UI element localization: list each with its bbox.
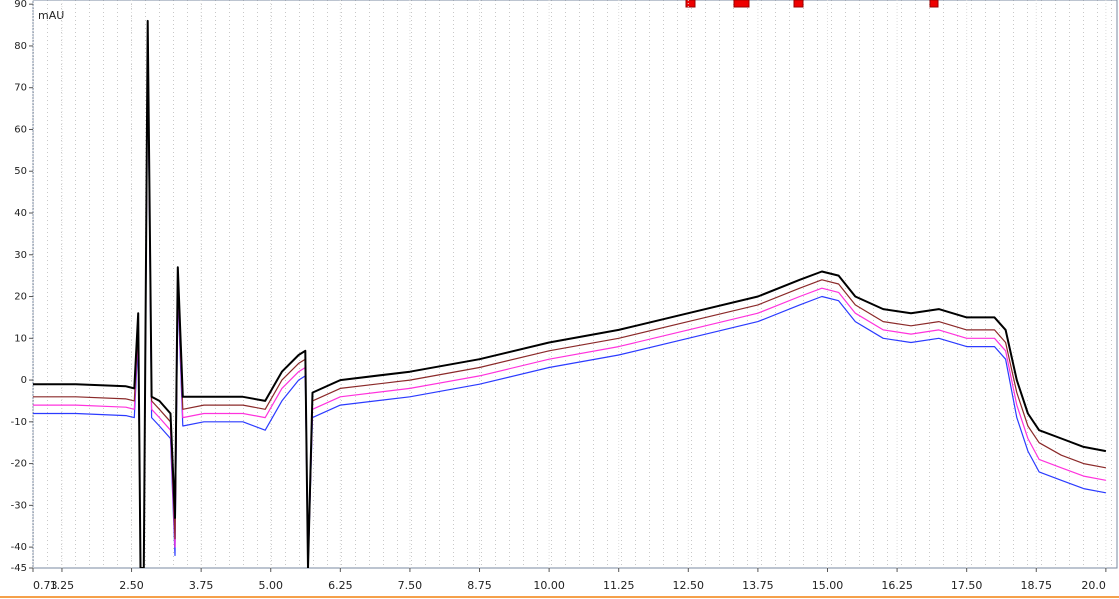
x-tick-label: 1.25	[50, 579, 75, 592]
y-tick-label: 30	[14, 250, 27, 261]
x-tick-label: 16.25	[881, 579, 913, 592]
y-tick-label: 90	[14, 0, 27, 10]
y-tick-label: 40	[14, 208, 27, 219]
plot-frame	[32, 0, 1118, 569]
y-tick-label: -10	[11, 417, 27, 428]
tick-labels: 0.731.25 2.50 3.75 5.00 6.25 7.50 8.75 10.00 11.…	[11, 0, 1106, 592]
y-tick-label: 60	[14, 124, 27, 135]
x-tick-label: 7.50	[398, 579, 423, 592]
grid	[29, 0, 1107, 572]
x-tick-label: 13.75	[742, 579, 774, 592]
x-tick-label: 5.00	[258, 579, 283, 592]
y-axis-label: mAU	[38, 9, 64, 22]
x-tick-label: 17.50	[951, 579, 983, 592]
y-tick-label: 80	[14, 41, 27, 52]
x-tick-label: 11.25	[603, 579, 635, 592]
trace-line	[33, 19, 1107, 568]
y-tick-label: -40	[11, 542, 27, 553]
y-tick-label: 70	[14, 83, 27, 94]
y-tick-label: 20	[14, 292, 27, 303]
minor-grid	[33, 0, 1117, 568]
x-tick-label: 0.73	[33, 579, 58, 592]
x-tick-label: 3.75	[189, 579, 214, 592]
y-tick-label: 50	[14, 166, 27, 177]
y-tick-label: -45	[11, 563, 27, 574]
x-tick-label: 20.0	[1081, 579, 1106, 592]
traces	[33, 19, 1107, 568]
y-tick-label: -20	[11, 459, 27, 470]
y-tick-label: 0	[21, 375, 27, 386]
x-tick-label: 6.25	[328, 579, 353, 592]
event-markers	[685, 0, 939, 8]
y-tick-label: 10	[14, 333, 27, 344]
x-tick-label: 10.00	[533, 579, 565, 592]
y-tick-label: -30	[11, 500, 27, 511]
x-tick-label: 2.50	[119, 579, 144, 592]
x-tick-label: 15.00	[812, 579, 844, 592]
x-tick-label: 12.50	[673, 579, 705, 592]
x-tick-label: 8.75	[467, 579, 492, 592]
x-tick-label: 18.75	[1021, 579, 1053, 592]
